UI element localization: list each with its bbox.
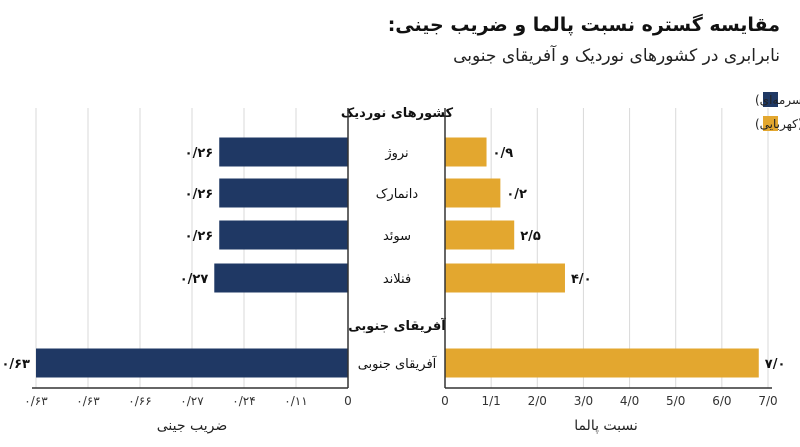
category-label: سوئد: [383, 229, 411, 244]
palma-data-label: ۲/۵: [520, 229, 541, 244]
gini-tick-label: 0: [344, 394, 352, 408]
gini-bar: [214, 263, 348, 293]
gini-bar: [219, 137, 348, 167]
gini-tick-label: ۰/۱۱: [284, 394, 307, 408]
palma-bar: [445, 137, 487, 167]
labels: کشورهای نوردیک آفریقای جنوبی نروژ ۰/۲۶ ۰/۹ دا…: [1, 106, 785, 372]
category-label: آفریقای جنوبی: [358, 355, 438, 372]
bars: [36, 137, 759, 378]
gini-legend-label: ضریب جینی (سرمه‌ای): [755, 93, 800, 108]
axes: 0 ۰/۱۱ ۰/۲۴ ۰/۲۷ ۰/۶۶ ۰/۶۳ ۰/۶۳ 0 1/1 2/0 3/0 4/0 5/…: [24, 108, 778, 434]
gini-tick-label: ۰/۲۴: [232, 394, 255, 408]
palma-tick-label: 5/0: [666, 394, 685, 408]
palma-data-label: ۷/۰: [765, 357, 786, 372]
gini-data-label: ۰/۲۶: [185, 146, 214, 161]
palma-tick-label: 1/1: [481, 394, 500, 408]
palma-data-label: ۴/۰: [571, 272, 592, 287]
category-label: دانمارک: [376, 187, 419, 202]
palma-bar: [445, 178, 501, 208]
gini-data-label: ۰/۲۶: [185, 187, 214, 202]
palma-tick-label: 6/0: [712, 394, 731, 408]
palma-tick-label: 0: [441, 394, 449, 408]
gini-bar: [219, 220, 348, 250]
palma-tick-label: 4/0: [620, 394, 639, 408]
gini-bar: [219, 178, 348, 208]
legend: ضریب جینی (سرمه‌ای) نسبت پالما (کهربایی): [755, 92, 800, 132]
gini-bar: [36, 348, 348, 378]
gini-tick-label: ۰/۶۶: [128, 394, 151, 408]
group-label: کشورهای نوردیک: [341, 106, 454, 121]
gini-axis-title: ضریب جینی: [157, 418, 227, 434]
palma-legend-label: نسبت پالما (کهربایی): [755, 117, 800, 132]
palma-data-label: ۰/۹: [493, 146, 514, 161]
chart-subtitle: نابرابری در کشورهای نوردیک و آفریقای جنو…: [453, 46, 780, 66]
palma-tick-label: 2/0: [528, 394, 547, 408]
gini-tick-label: ۰/۶۳: [24, 394, 48, 408]
palma-bar: [445, 348, 759, 378]
group-label: آفریقای جنوبی: [348, 317, 446, 334]
palma-tick-label: 7/0: [758, 394, 777, 408]
palma-legend-swatch: [763, 116, 778, 131]
chart-title: مقایسه گستره نسبت پالما و ضریب جینی:: [387, 14, 780, 36]
palma-bar: [445, 220, 515, 250]
gini-data-label: ۰/۲۶: [185, 229, 214, 244]
gini-data-label: ۰/۲۷: [180, 272, 209, 287]
gini-data-label: ۰/۶۳: [1, 357, 30, 372]
category-label: فنلاند: [383, 272, 411, 287]
palma-bar: [445, 263, 565, 293]
category-label: نروژ: [384, 146, 408, 161]
gini-tick-label: ۰/۲۷: [180, 394, 204, 408]
palma-tick-label: 3/0: [574, 394, 593, 408]
gini-tick-label: ۰/۶۳: [76, 394, 100, 408]
palma-axis-title: نسبت پالما: [574, 418, 638, 434]
gini-legend-swatch: [763, 92, 778, 107]
palma-data-label: ۰/۲: [506, 187, 527, 202]
